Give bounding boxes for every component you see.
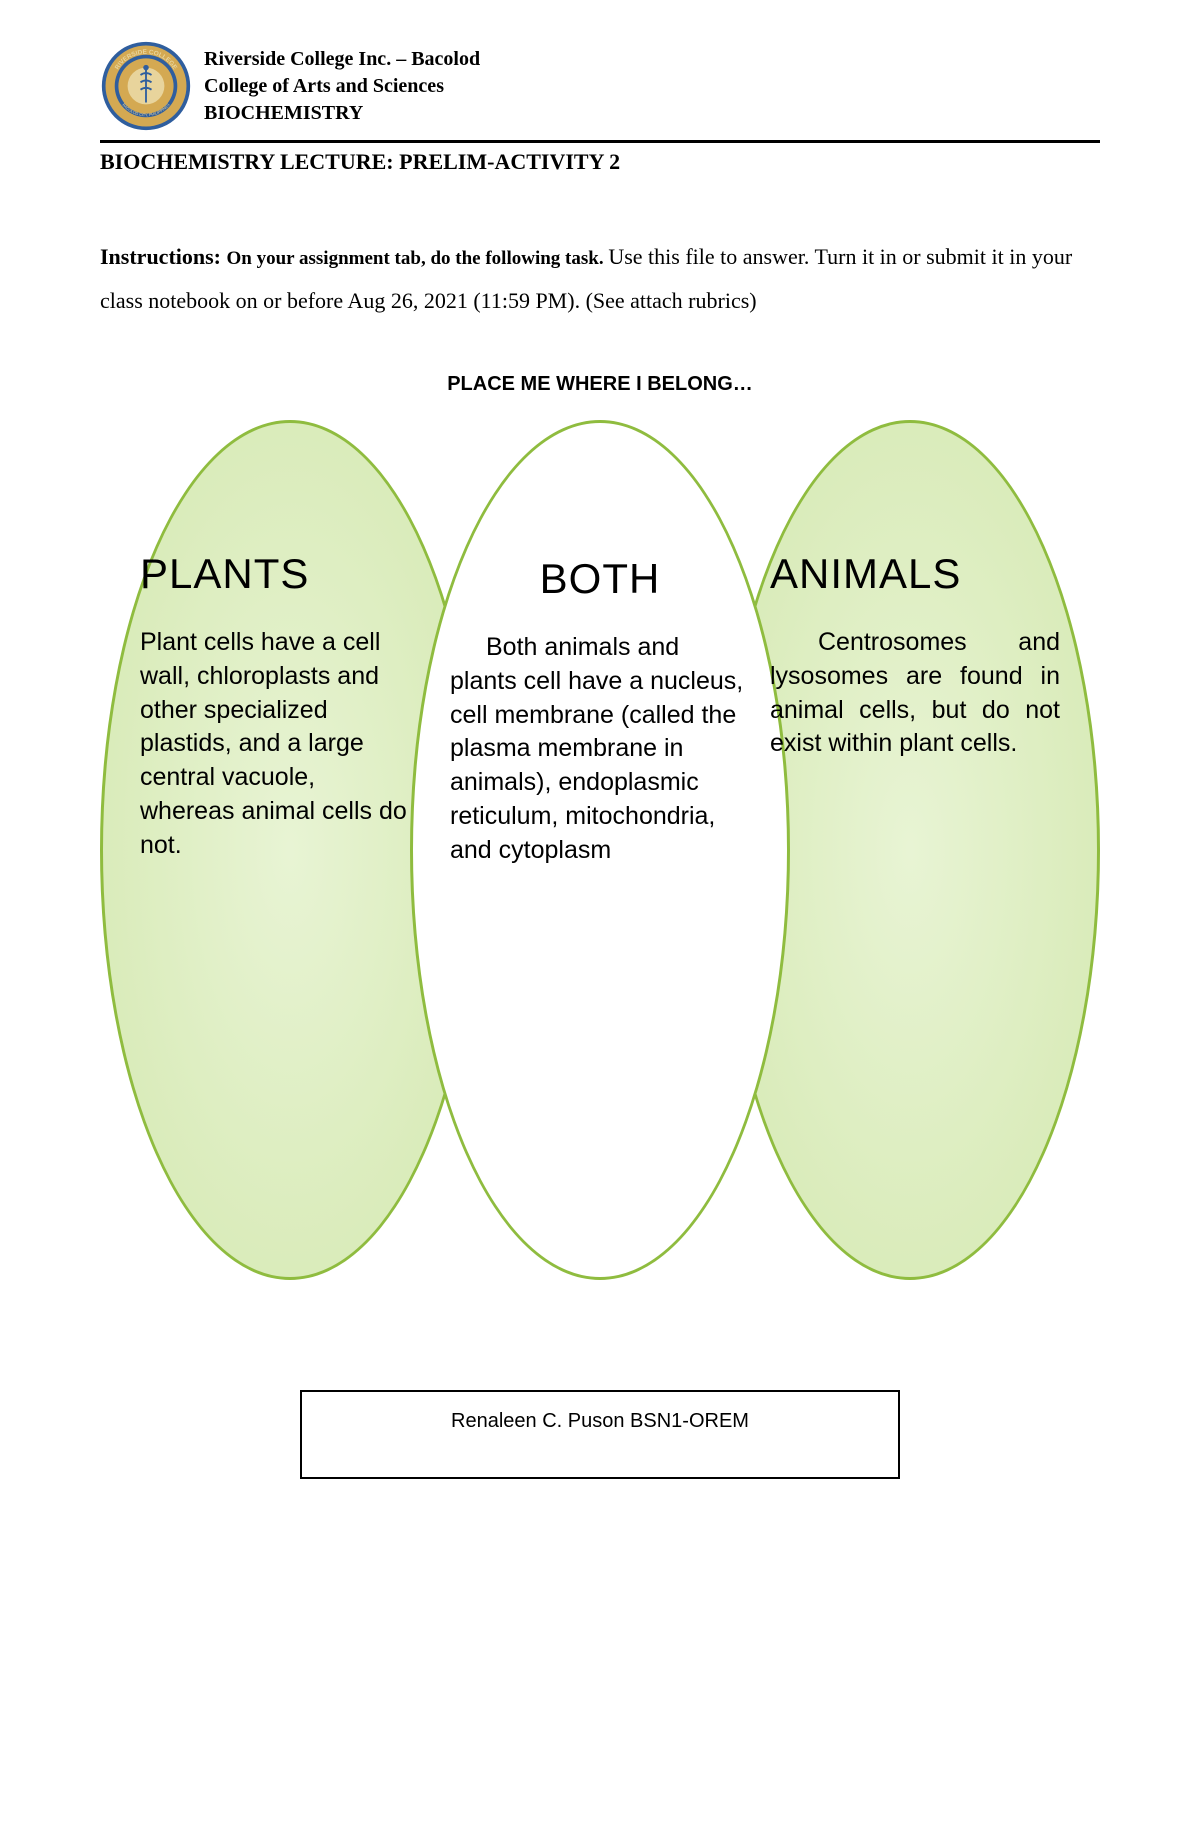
venn-body-plants: Plant cells have a cell wall, chloroplas…: [140, 626, 415, 862]
venn-content-animals: ANIMALS Centrosomes and lysosomes are fo…: [770, 550, 1060, 761]
venn-content-plants: PLANTS Plant cells have a cell wall, chl…: [140, 550, 415, 862]
institution-name: Riverside College Inc. – Bacolod: [204, 46, 480, 73]
instructions-label: Instructions:: [100, 244, 227, 269]
header-divider: [100, 140, 1100, 143]
venn-title-animals: ANIMALS: [770, 550, 1060, 598]
subject-name: BIOCHEMISTRY: [204, 100, 480, 127]
header-text-block: Riverside College Inc. – Bacolod College…: [204, 46, 480, 127]
college-name: College of Arts and Sciences: [204, 73, 480, 100]
venn-title-plants: PLANTS: [140, 550, 415, 598]
venn-title-both: BOTH: [450, 555, 750, 603]
document-header: RIVERSIDE COLLEGE BACOLOD CITY, PHILIPPI…: [100, 40, 1100, 132]
venn-section-title: PLACE ME WHERE I BELONG…: [100, 373, 1100, 396]
venn-body-animals: Centrosomes and lysosomes are found in a…: [770, 626, 1060, 761]
lecture-title: BIOCHEMISTRY LECTURE: PRELIM-ACTIVITY 2: [100, 149, 1100, 175]
student-name-box: Renaleen C. Puson BSN1-OREM: [300, 1390, 900, 1479]
venn-content-both: BOTH Both animals and plants cell have a…: [450, 555, 750, 867]
college-seal-logo: RIVERSIDE COLLEGE BACOLOD CITY, PHILIPPI…: [100, 40, 192, 132]
student-name: Renaleen C. Puson BSN1-OREM: [451, 1410, 749, 1432]
instructions-paragraph: Instructions: On your assignment tab, do…: [100, 235, 1100, 323]
venn-diagram: PLANTS Plant cells have a cell wall, chl…: [100, 420, 1100, 1280]
instructions-task-phrase: On your assignment tab, do the following…: [227, 248, 609, 269]
venn-body-both: Both animals and plants cell have a nucl…: [450, 631, 750, 867]
